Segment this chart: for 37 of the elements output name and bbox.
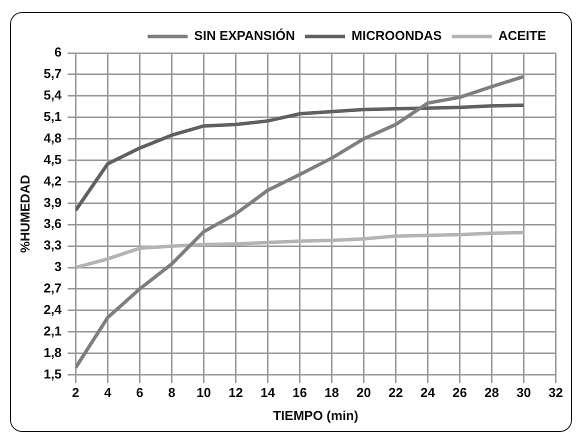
y-tick-label: 3,6	[44, 216, 62, 232]
x-tick-label: 4	[104, 385, 112, 400]
y-tick-label: 1,8	[44, 344, 62, 360]
y-tick-label: 3,9	[44, 194, 62, 210]
x-tick-label: 20	[356, 385, 371, 400]
y-tick-label: 6	[54, 44, 62, 60]
y-tick-label: 5,4	[44, 87, 62, 102]
x-tick-label: 32	[548, 385, 564, 400]
y-tick-label: 1,5	[44, 366, 62, 382]
x-tick-label: 16	[292, 385, 307, 400]
x-tick-label: 12	[228, 385, 243, 400]
x-tick-label: 18	[324, 385, 339, 400]
legend-label: MICROONDAS	[352, 28, 442, 44]
legend-label: ACEITE	[498, 28, 546, 44]
y-tick-label: 3	[54, 259, 62, 274]
y-tick-label: 5,1	[44, 108, 62, 124]
legend-label: SIN EXPANSIÓN	[194, 28, 296, 44]
y-tick-label: 2,7	[44, 280, 62, 296]
y-axis-title: %HUMEDAD	[17, 174, 32, 253]
y-tick-label: 2,4	[44, 302, 62, 318]
x-tick-label: 28	[484, 385, 499, 400]
y-tick-label: 5,7	[44, 66, 62, 82]
x-tick-label: 24	[420, 385, 436, 400]
y-tick-label: 3,3	[44, 238, 62, 253]
x-tick-label: 6	[136, 385, 144, 400]
x-tick-label: 22	[388, 385, 403, 400]
x-tick-label: 14	[260, 385, 276, 400]
x-tick-label: 8	[168, 385, 176, 400]
y-tick-label: 4,5	[44, 152, 62, 167]
x-tick-label: 26	[452, 385, 467, 400]
y-tick-label: 2,1	[44, 323, 62, 338]
x-tick-label: 2	[72, 385, 80, 400]
y-tick-label: 4,8	[44, 130, 62, 146]
x-tick-label: 30	[516, 385, 531, 400]
x-axis-title: TIEMPO (min)	[273, 408, 358, 423]
y-tick-label: 4,2	[44, 173, 62, 188]
x-tick-label: 10	[196, 385, 211, 400]
